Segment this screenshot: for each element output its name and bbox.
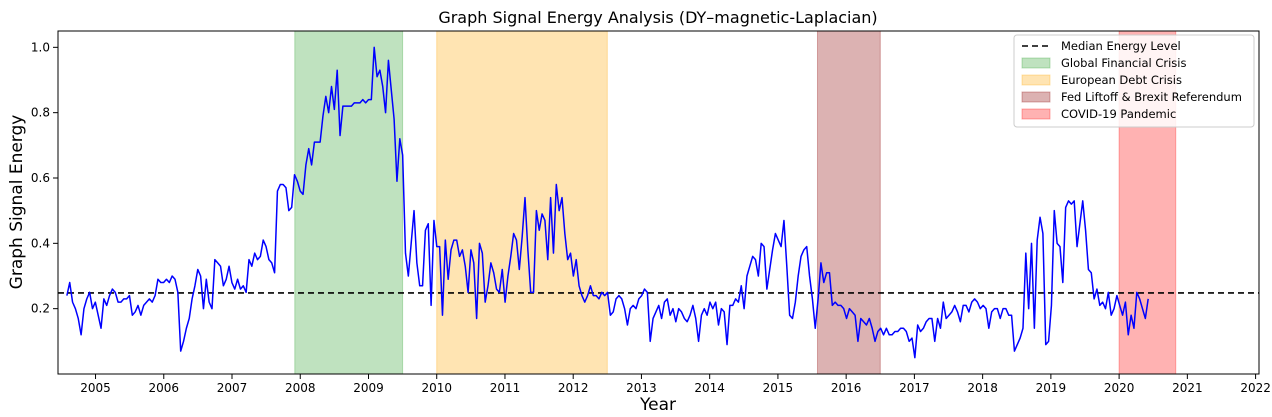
x-tick-label: 2016 bbox=[831, 381, 862, 395]
x-axis: 2005 2006 2007 2008 2009 2010 2011 2012 2013 2014… bbox=[80, 374, 1271, 395]
legend-frame bbox=[1013, 34, 1255, 128]
legend-label-covid-19-pandemic: COVID-19 Pandemic bbox=[1061, 107, 1176, 121]
crisis-bands bbox=[294, 30, 1177, 375]
x-tick-label: 2021 bbox=[1172, 381, 1203, 395]
legend-swatch-european-debt-crisis bbox=[1021, 74, 1051, 86]
legend-median-label: Median Energy Level bbox=[1061, 39, 1181, 53]
y-axis-title: Graph Signal Energy bbox=[7, 115, 27, 290]
series-layer bbox=[66, 46, 1149, 359]
x-tick-label: 2018 bbox=[967, 381, 998, 395]
x-tick-label: 2014 bbox=[694, 381, 725, 395]
legend: Median Energy Level Global Financial Cri… bbox=[1013, 34, 1255, 128]
plot-frame bbox=[57, 30, 1260, 375]
x-tick-label: 2009 bbox=[353, 381, 384, 395]
x-axis-title: Year bbox=[639, 395, 676, 415]
y-axis: 0.2 0.4 0.6 0.8 1.0 bbox=[31, 40, 58, 316]
y-tick-label: 0.4 bbox=[31, 236, 50, 250]
band-european-debt-crisis bbox=[436, 30, 608, 375]
band-fed-liftoff-brexit-referendum bbox=[816, 30, 881, 375]
x-tick-label: 2006 bbox=[148, 381, 179, 395]
y-tick-label: 1.0 bbox=[31, 40, 50, 54]
x-tick-label: 2008 bbox=[285, 381, 316, 395]
legend-label-global-financial-crisis: Global Financial Crisis bbox=[1061, 56, 1186, 70]
y-tick-label: 0.6 bbox=[31, 171, 50, 185]
x-tick-label: 2020 bbox=[1104, 381, 1135, 395]
legend-swatch-global-financial-crisis bbox=[1021, 57, 1051, 69]
x-tick-label: 2022 bbox=[1240, 381, 1271, 395]
x-tick-label: 2019 bbox=[1036, 381, 1067, 395]
legend-label-european-debt-crisis: European Debt Crisis bbox=[1061, 73, 1182, 87]
x-tick-label: 2005 bbox=[80, 381, 111, 395]
x-tick-label: 2012 bbox=[558, 381, 589, 395]
energy-series-line bbox=[66, 46, 1149, 359]
y-tick-label: 0.8 bbox=[31, 106, 50, 120]
x-tick-label: 2011 bbox=[490, 381, 521, 395]
x-tick-label: 2015 bbox=[763, 381, 794, 395]
legend-swatch-fed-liftoff-brexit bbox=[1021, 91, 1051, 103]
x-tick-label: 2017 bbox=[899, 381, 930, 395]
band-global-financial-crisis bbox=[294, 30, 404, 375]
legend-label-fed-liftoff-brexit: Fed Liftoff & Brexit Referendum bbox=[1061, 90, 1242, 104]
chart-title: Graph Signal Energy Analysis (DY–magneti… bbox=[438, 8, 877, 27]
x-tick-label: 2013 bbox=[626, 381, 657, 395]
legend-swatch-covid-19-pandemic bbox=[1021, 108, 1051, 120]
x-tick-label: 2007 bbox=[217, 381, 248, 395]
x-tick-label: 2010 bbox=[421, 381, 452, 395]
y-tick-label: 0.2 bbox=[31, 302, 50, 316]
